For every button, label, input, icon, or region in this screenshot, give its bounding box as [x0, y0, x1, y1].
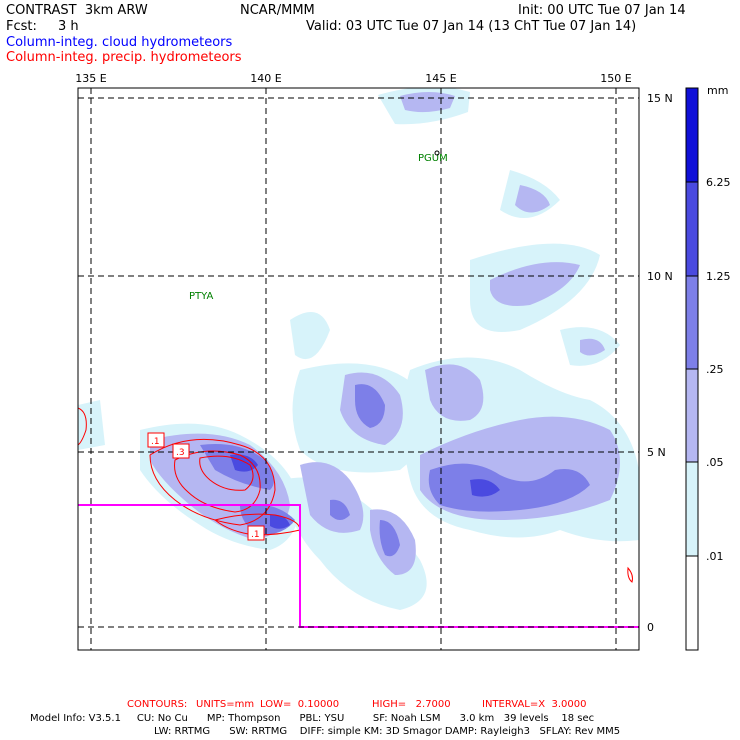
header-org: NCAR/MMM	[240, 3, 315, 18]
legend-precip: Column-integ. precip. hydrometeors	[6, 50, 242, 65]
guam-island	[434, 150, 440, 156]
footer-high: HIGH= 2.7000	[372, 699, 451, 710]
footer-interval: INTERVAL=X 3.0000	[482, 699, 587, 710]
station-pgum: PGUM	[418, 153, 448, 164]
station-ptya: PTYA	[189, 291, 213, 302]
footer-model-line2: LW: RRTMG SW: RRTMG DIFF: simple KM: 3D …	[154, 726, 621, 737]
lat-label-15n: 15 N	[647, 92, 673, 105]
header-title: CONTRAST 3km ARW	[6, 3, 148, 18]
contour-label-1: .1	[151, 437, 160, 447]
colorbar	[685, 87, 699, 651]
contour-label-3: .1	[251, 530, 260, 540]
header-fcst-label: Fcst:	[6, 19, 37, 34]
map-frame	[77, 87, 640, 651]
colorbar-units: mm	[707, 84, 728, 97]
lon-label-135: 135 E	[75, 72, 106, 85]
legend-cloud: Column-integ. cloud hydrometeors	[6, 35, 233, 50]
footer-low: LOW= 0.10000	[260, 699, 340, 710]
header-fcst-value: 3 h	[58, 19, 79, 34]
lat-label-10n: 10 N	[647, 270, 673, 283]
colorbar-label-0-01: .01	[706, 550, 724, 563]
footer-units: UNITS=mm	[196, 699, 255, 710]
colorbar-label-6-25: 6.25	[706, 176, 731, 189]
footer-contours-label: CONTOURS:	[127, 699, 188, 710]
lat-label-0: 0	[647, 621, 654, 634]
colorbar-label-0-25: .25	[706, 363, 724, 376]
lon-label-140: 140 E	[250, 72, 281, 85]
footer-model-line1: Model Info: V3.5.1 CU: No Cu MP: Thompso…	[30, 713, 595, 724]
colorbar-label-0-05: .05	[706, 456, 724, 469]
header-init: Init: 00 UTC Tue 07 Jan 14	[518, 3, 686, 18]
header-valid: Valid: 03 UTC Tue 07 Jan 14 (13 ChT Tue …	[306, 19, 637, 34]
contour-label-2: .3	[176, 448, 185, 458]
colorbar-label-1-25: 1.25	[706, 270, 731, 283]
cloud-fields	[78, 88, 639, 610]
lon-label-150: 150 E	[600, 72, 631, 85]
lat-lon-grid	[78, 88, 639, 650]
lat-label-5n: 5 N	[647, 446, 666, 459]
lon-label-145: 145 E	[425, 72, 456, 85]
